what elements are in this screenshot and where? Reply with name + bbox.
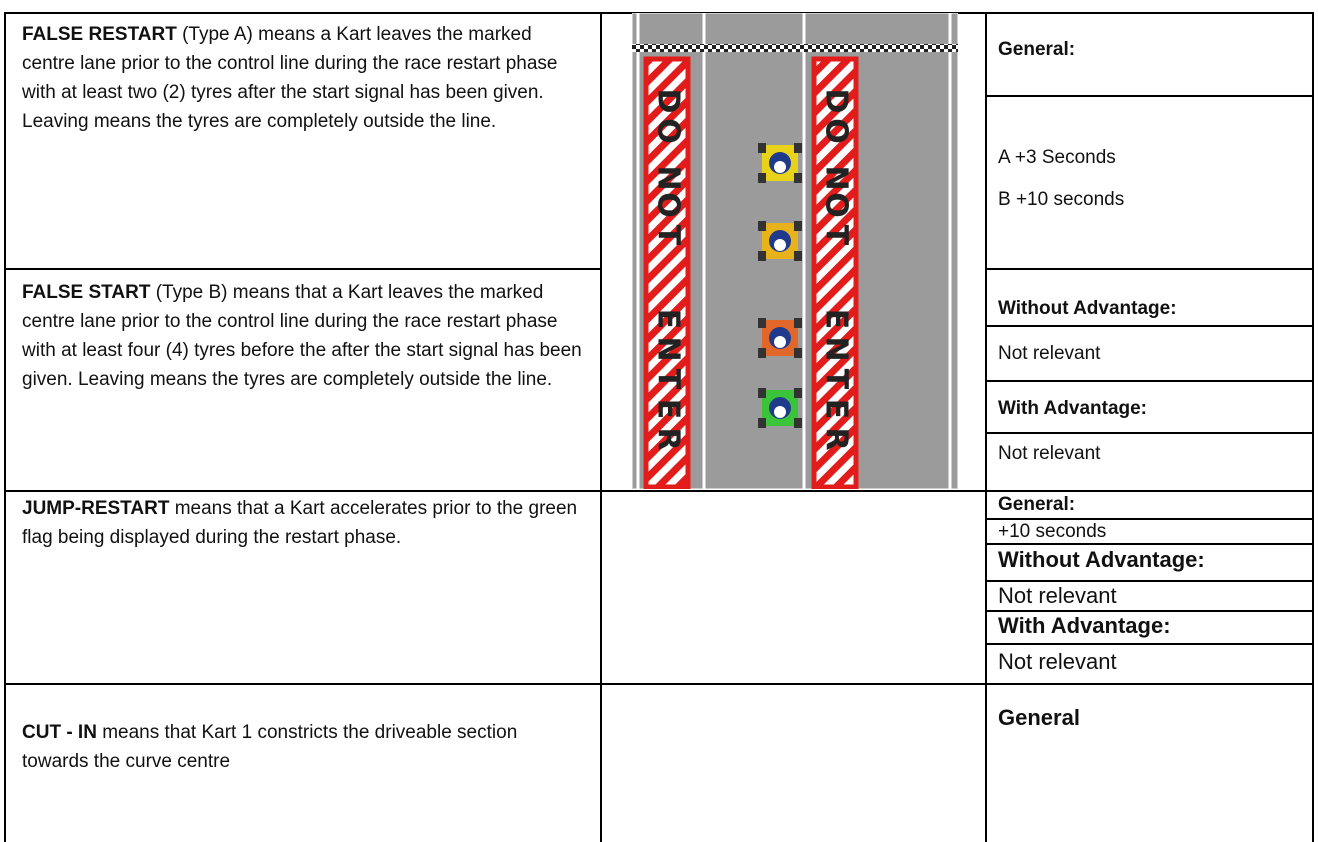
cell-divider [985,643,1314,645]
kart-wheel [758,318,766,328]
rule-text: means that Kart 1 constricts the driveab… [22,722,518,772]
rule-text: (Type A) means a Kart leaves the marked … [22,24,558,132]
rule-description: CUT - IN means that Kart 1 constricts th… [22,718,587,776]
kart [758,388,802,428]
column-divider [600,12,602,842]
penalty-text: Not relevant [998,443,1101,464]
no-entry-zone [811,56,859,489]
penalty-text: Not relevant [998,649,1117,674]
kart [758,221,802,261]
table-border [4,12,6,842]
sign-letter: E [651,309,686,330]
sign-letter: T [651,369,686,390]
sign-letter: E [819,399,854,420]
cell-divider [985,380,1314,382]
cell-divider [985,518,1314,520]
row-divider [4,490,1314,492]
table-border [1312,12,1314,842]
cell-divider [985,432,1314,434]
penalty-text: Not relevant [998,583,1117,608]
cell-divider [985,610,1314,612]
kart-wheel [758,221,766,231]
penalty-heading: With Advantage: [998,398,1148,419]
penalty-heading: With Advantage: [998,613,1171,638]
rule-description: FALSE RESTART (Type A) means a Kart leav… [22,20,587,136]
row-divider [4,268,601,270]
rule-text: (Type B) means that a Kart leaves the ma… [22,282,582,390]
rule-term: FALSE RESTART [22,24,177,45]
cell-divider [985,580,1314,582]
kart [758,143,802,183]
kart-wheel [758,348,766,358]
checkered-line [632,44,958,52]
kart-face [774,406,786,418]
sign-letter: R [819,427,854,450]
penalty-text: +10 seconds [998,521,1107,542]
penalty-heading: General [998,705,1080,730]
kart-wheel [758,173,766,183]
row-divider [4,683,1314,685]
cell-divider [985,325,1314,327]
sign-letter: E [819,309,854,330]
penalty-text: B +10 seconds [998,189,1125,210]
rule-description: FALSE START (Type B) means that a Kart l… [22,278,587,394]
kart-wheel [794,221,802,231]
sign-letter: N [819,336,854,361]
kart-wheel [794,318,802,328]
kart-face [774,336,786,348]
sign-letter: O [819,118,854,144]
kart-wheel [794,418,802,428]
sign-letter: T [651,225,686,246]
rule-term: FALSE START [22,282,151,303]
sign-letter: T [819,369,854,390]
penalty-heading: Without Advantage: [998,547,1205,572]
kart-wheel [758,251,766,261]
sign-letter: E [651,399,686,420]
cell-divider [985,543,1314,545]
sign-letter: T [819,225,854,246]
penalty-text: Not relevant [998,343,1101,364]
kart-face [774,239,786,251]
kart-wheel [758,388,766,398]
rule-text: means that a Kart accelerates prior to t… [22,498,578,548]
kart [758,318,802,358]
penalty-heading: General: [998,494,1076,515]
sign-letter: N [819,165,854,190]
kart-wheel [794,348,802,358]
sign-letter: D [819,89,854,114]
kart-face [774,161,786,173]
penalty-heading: General: [998,39,1076,60]
no-entry-zone [643,56,691,489]
rule-term: JUMP-RESTART [22,498,170,519]
penalty-heading: Without Advantage: [998,298,1177,319]
cell-divider [985,95,1314,97]
rule-description: JUMP-RESTART means that a Kart accelerat… [22,494,587,552]
kart-wheel [794,143,802,153]
kart-wheel [758,143,766,153]
rule-term: CUT - IN [22,722,97,743]
sign-letter: N [651,336,686,361]
row-divider [985,268,1314,270]
sign-letter: O [651,118,686,144]
kart-wheel [794,251,802,261]
track-illustration: D DO ON NO OT TE EN NT TE ER R [632,13,958,489]
kart-wheel [794,388,802,398]
column-divider [985,12,987,842]
sign-letter: R [651,427,686,450]
sign-letter: O [651,192,686,218]
kart-wheel [758,418,766,428]
sign-letter: D [651,89,686,114]
sign-letter: N [651,165,686,190]
penalty-text: A +3 Seconds [998,147,1116,168]
sign-letter: O [819,192,854,218]
kart-wheel [794,173,802,183]
